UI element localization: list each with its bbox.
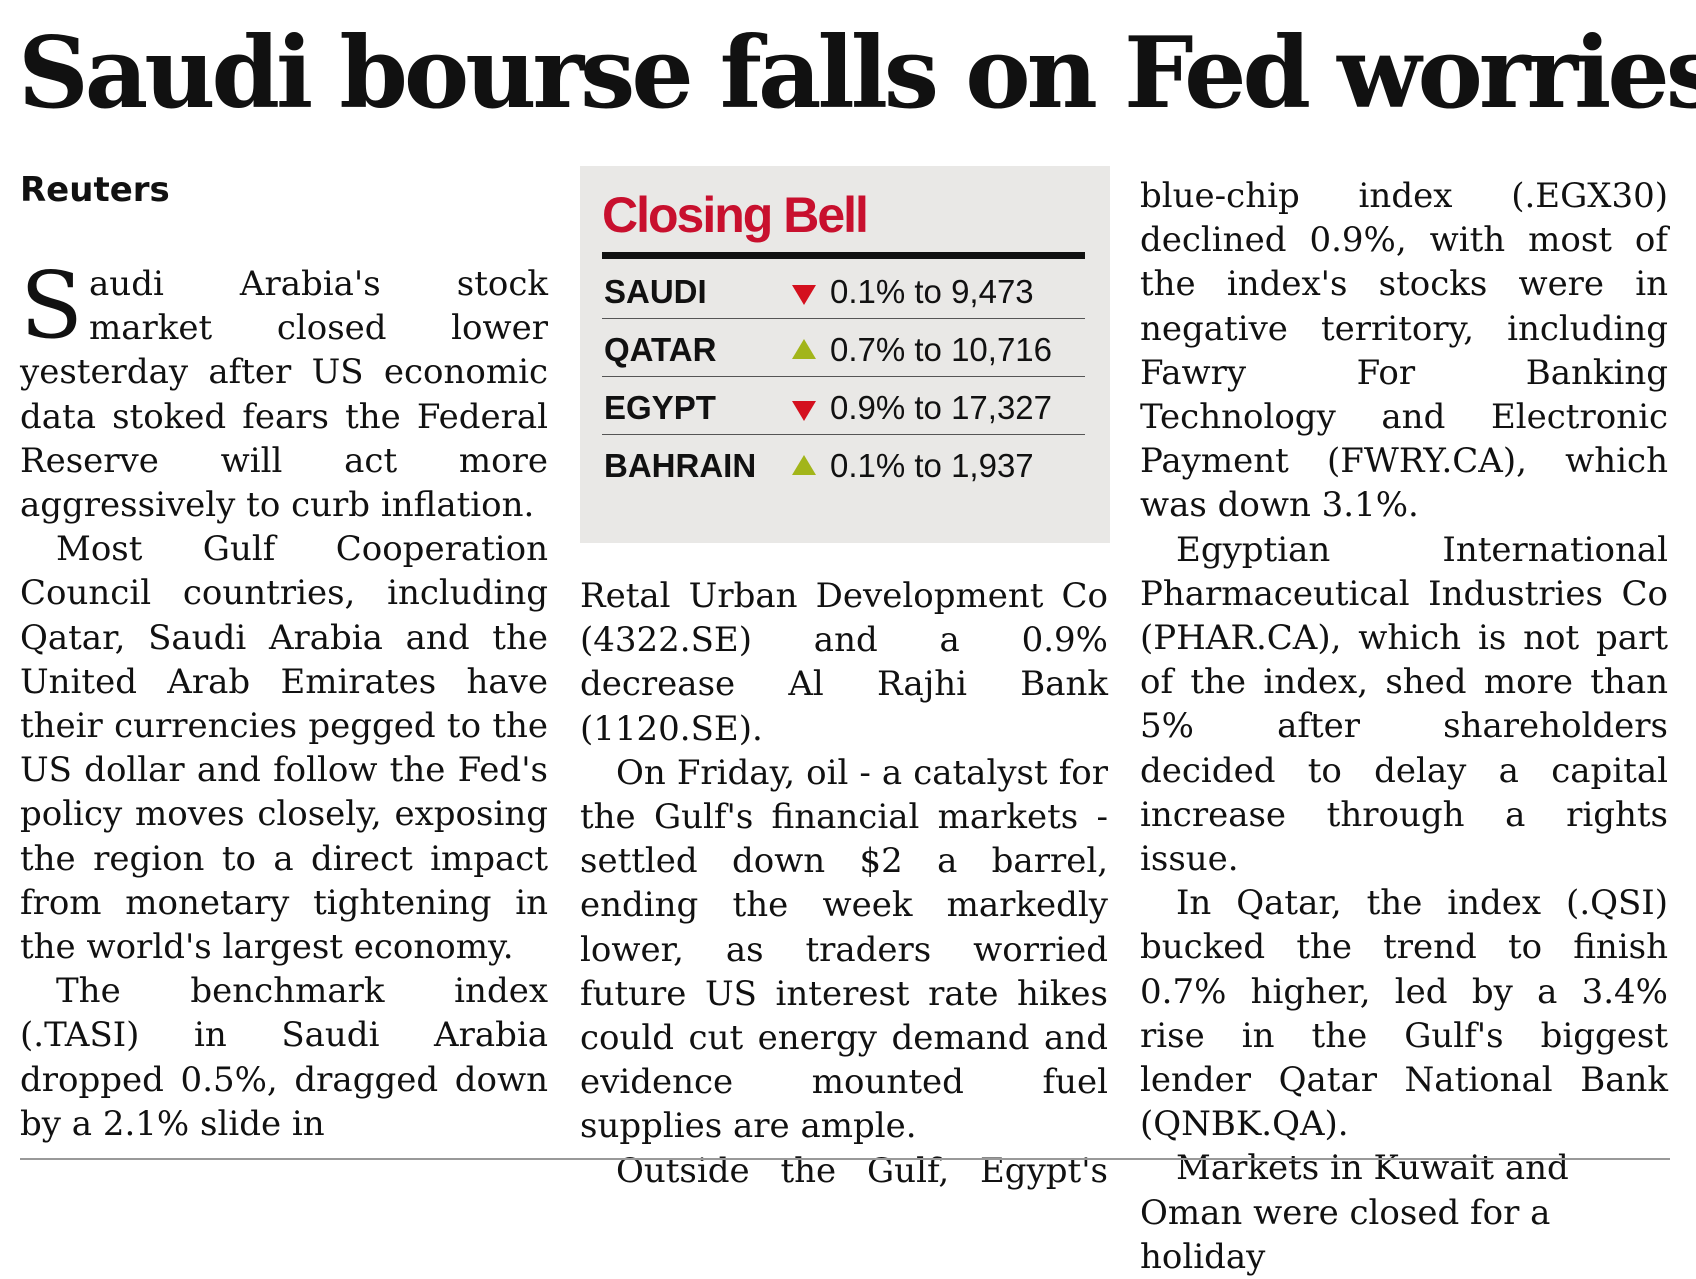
page-divider [20, 1158, 1670, 1160]
text-run: Egyptian International Pharmaceutical In… [1140, 529, 1668, 659]
market-name: QATAR [604, 331, 717, 368]
market-change: 0.1% to 9,473 [830, 273, 1034, 310]
ticker-symbol: SE [690, 708, 739, 749]
paragraph-7: blue-chip index (.EGX30) declined 0.9%, … [1140, 174, 1668, 528]
article-column-3: blue-chip index (.EGX30) declined 0.9%, … [1140, 174, 1668, 1279]
down-triangle-icon [792, 285, 816, 305]
paragraph-3: The benchmark index (.TASI) in Saudi Ara… [20, 969, 548, 1146]
paragraph-2: Most Gulf Cooperation Council countries,… [20, 527, 548, 969]
text-run: On Friday, oil - a catalyst for the Gulf… [580, 752, 1108, 1014]
text-run: dollar and follow the Fed's policy moves… [20, 750, 548, 968]
text-run: Most Gulf Cooperation Council countries,… [20, 529, 548, 747]
closing-bell-box: Closing Bell SAUDI 0.1% to 9,473 QATAR 0… [580, 166, 1110, 543]
up-triangle-icon [792, 339, 816, 359]
market-name: SAUDI [604, 273, 707, 310]
text-run: In Qatar, the index ( [1176, 883, 1580, 924]
text-run: ). [738, 708, 763, 749]
market-row-saudi: SAUDI 0.1% to 9,473 [602, 261, 1085, 319]
text-run: ), which was down 3.1%. [1140, 441, 1668, 526]
ticker-symbol: QNBK.QA [1153, 1104, 1325, 1145]
text-run: US [311, 352, 364, 393]
down-triangle-icon [792, 401, 816, 421]
text-run: ) bucked the trend to finish 0.7% higher… [1140, 883, 1668, 1145]
text-run: audi Arabia's stock market closed lower … [20, 264, 548, 393]
closing-bell-title: Closing Bell [602, 187, 869, 243]
text-run: blue-chip index ( [1140, 176, 1525, 216]
ticker-symbol: .EGX30 [1524, 176, 1655, 216]
text-run: ). [1324, 1104, 1349, 1145]
market-row-egypt: EGYPT 0.9% to 17,327 [602, 377, 1085, 435]
up-triangle-icon [792, 455, 816, 475]
article-column-2: Retal Urban Development Co (4322.SE) and… [580, 574, 1108, 1193]
paragraph-9: In Qatar, the index (.QSI) bucked the tr… [1140, 881, 1668, 1146]
ticker-symbol: PHAR.CA [1153, 618, 1318, 659]
ticker-symbol: .TASI [33, 1015, 127, 1056]
headline: Saudi bourse falls on Fed worries [18, 16, 1696, 131]
text-run: US [705, 973, 757, 1014]
ticker-symbol: SE [690, 620, 739, 661]
paragraph-8: Egyptian International Pharmaceutical In… [1140, 528, 1668, 882]
drop-cap: S [20, 252, 84, 359]
text-run: interest rate hikes could cut energy dem… [580, 973, 1108, 1147]
paragraph-10: Markets in Kuwait and Oman were closed f… [1140, 1148, 1569, 1277]
text-run: ) and a 0.9% decrease Al Rajhi Bank (112… [580, 620, 1108, 749]
ticker-symbol: .QSI [1579, 883, 1655, 924]
paragraph-6: Outside the Gulf, Egypt's [616, 1150, 1108, 1191]
newspaper-page: Saudi bourse falls on Fed worries Reuter… [18, 16, 1696, 1277]
text-run: economic data stoked fears the Federal R… [20, 352, 548, 526]
market-change: 0.1% to 1,937 [830, 447, 1034, 484]
paragraph-5: On Friday, oil - a catalyst for the Gulf… [580, 751, 1108, 1149]
market-name: EGYPT [604, 389, 716, 426]
market-change: 0.7% to 10,716 [830, 331, 1053, 368]
market-name: BAHRAIN [604, 447, 757, 484]
ticker-symbol: FWRY.CA [1340, 441, 1503, 482]
text-run: The benchmark index ( [20, 971, 548, 1056]
closing-bell-divider [602, 252, 1085, 259]
text-run: ) declined 0.9%, with most of the index'… [1140, 176, 1668, 482]
text-run: US [20, 750, 72, 791]
text-run: ) in Saudi Arabia dropped 0.5%, dragged … [20, 1015, 548, 1144]
text-run: ), which is not part of the index, shed … [1140, 618, 1668, 880]
paragraph-4: Retal Urban Development Co (4322.SE) and… [580, 574, 1108, 751]
market-row-bahrain: BAHRAIN 0.1% to 1,937 [602, 435, 1085, 492]
byline: Reuters [20, 170, 170, 210]
market-change: 0.9% to 17,327 [830, 389, 1053, 426]
market-row-qatar: QATAR 0.7% to 10,716 [602, 319, 1085, 377]
text-run: Retal Urban Development Co (4322. [580, 576, 1108, 661]
